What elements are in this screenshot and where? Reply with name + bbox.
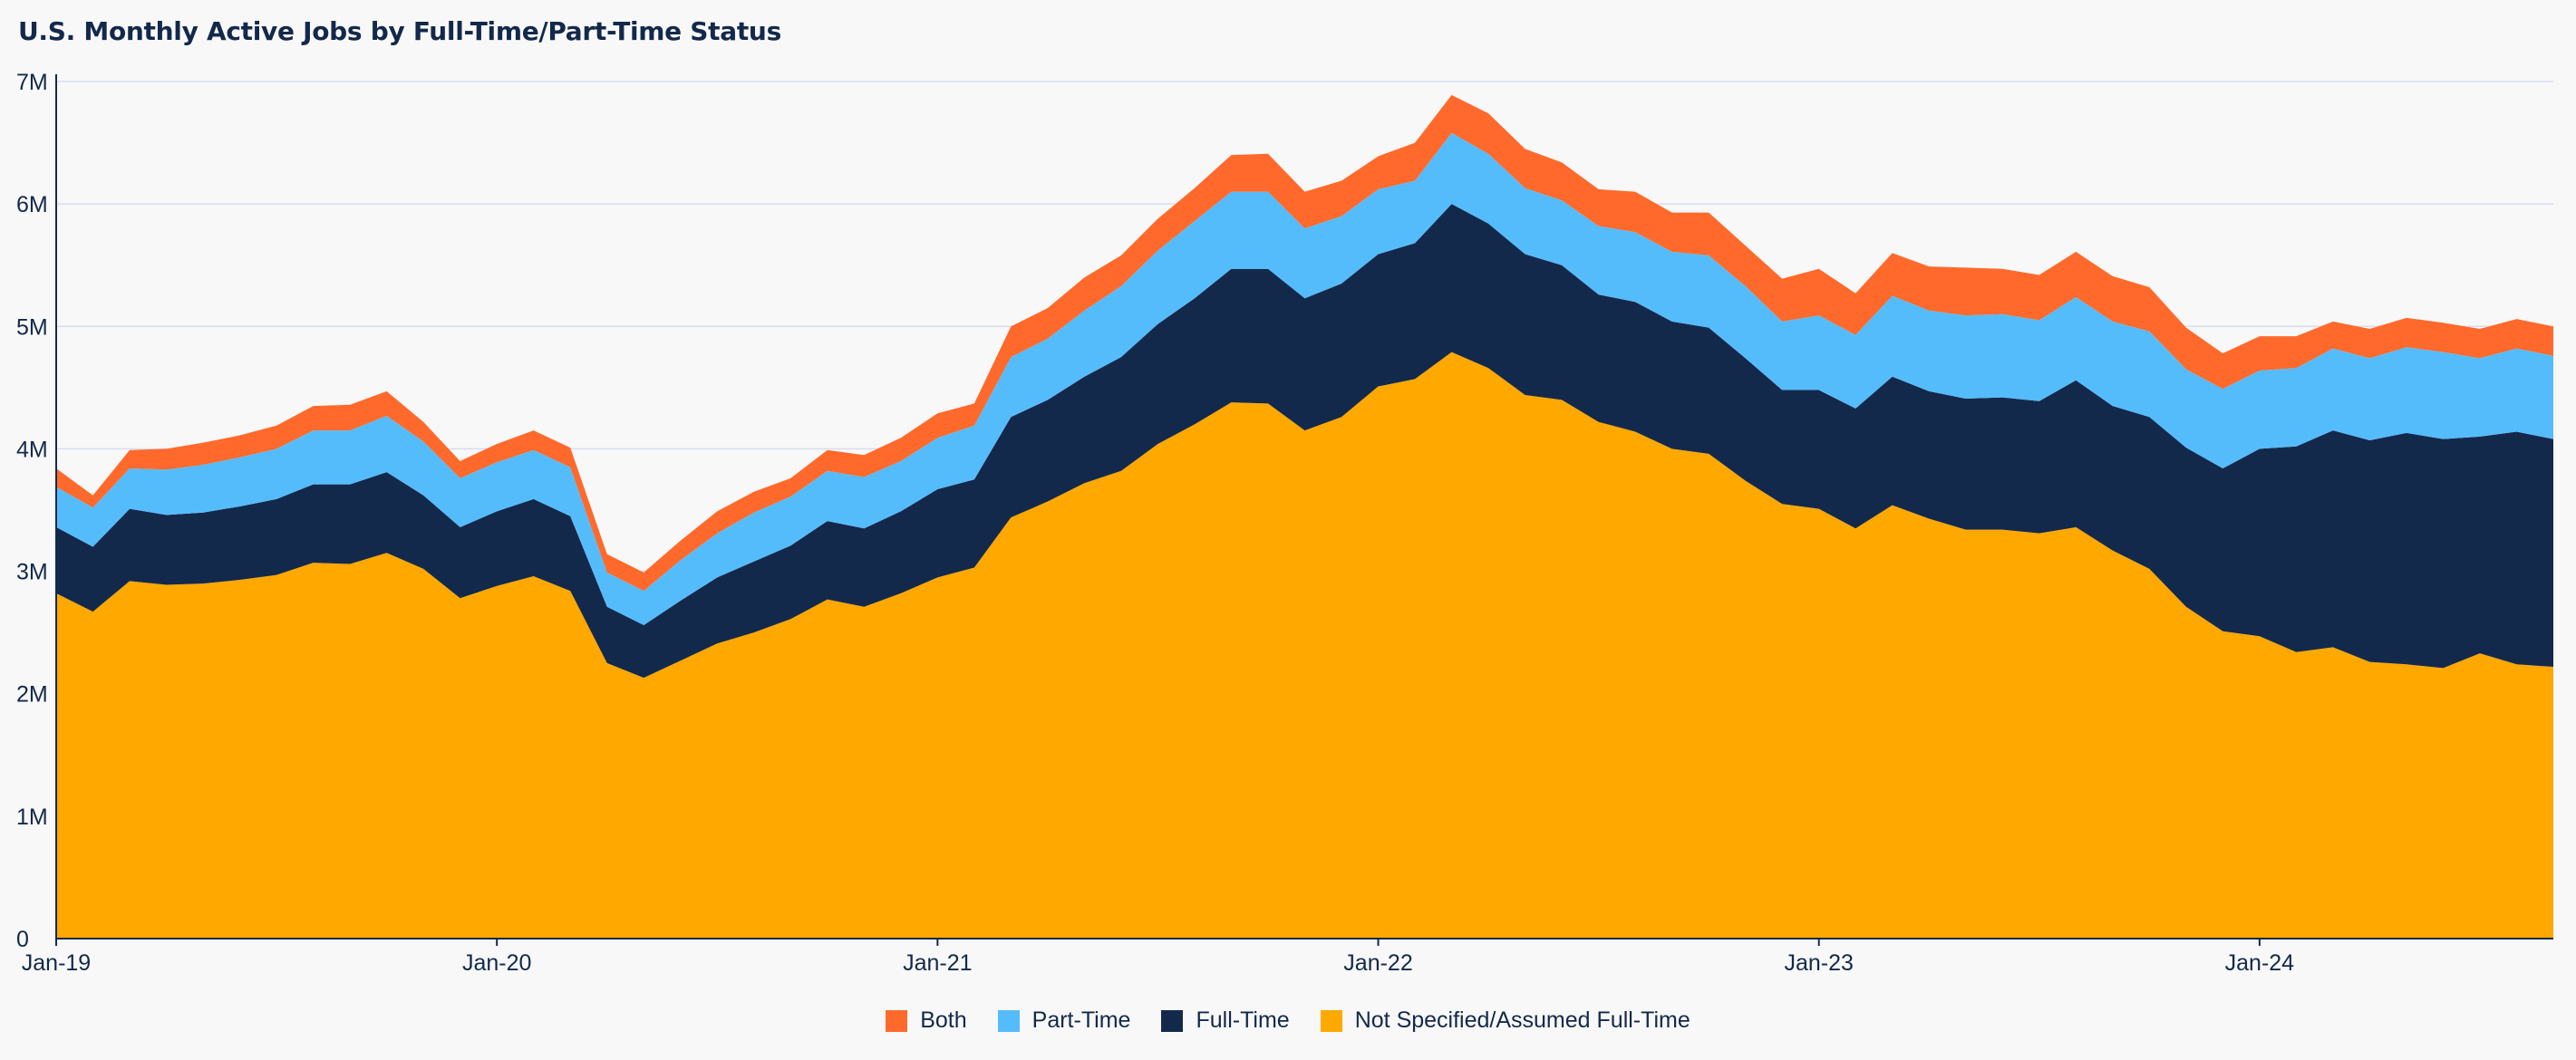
y-tick-label: 4M — [16, 437, 48, 462]
legend-swatch — [886, 1009, 908, 1032]
legend-swatch — [1161, 1009, 1184, 1032]
legend: Both Part-Time Full-Time Not Specified/Assu… — [0, 1007, 2576, 1034]
legend-item: Part-Time — [997, 1007, 1131, 1034]
area-series-3 — [56, 94, 2553, 592]
area-series-0 — [56, 352, 2553, 939]
x-tick-label: Jan-21 — [903, 950, 972, 976]
chart-title: U.S. Monthly Active Jobs by Full-Time/Pa… — [18, 16, 781, 46]
y-tick-label: 7M — [16, 70, 48, 95]
x-tick-labels: Jan-19 Jan-20 Jan-21 Jan-22 Jan-23 Jan-24 — [22, 939, 2294, 976]
area-series — [56, 94, 2553, 939]
legend-swatch — [1320, 1009, 1342, 1032]
y-tick-label: 5M — [16, 314, 48, 340]
y-tick-labels: 0 1M 2M 3M 4M 5M 6M 7M — [16, 70, 48, 952]
area-series-1 — [56, 204, 2553, 679]
legend-swatch — [997, 1009, 1020, 1032]
x-tick-label: Jan-20 — [462, 950, 531, 976]
x-tick-label: Jan-24 — [2225, 950, 2295, 976]
legend-label: Not Specified/Assumed Full-Time — [1354, 1007, 1690, 1033]
legend-item: Not Specified/Assumed Full-Time — [1320, 1007, 1690, 1034]
axes — [55, 74, 2553, 940]
y-tick-label: 0 — [16, 927, 29, 952]
legend-item: Both — [886, 1007, 967, 1034]
y-tick-label: 3M — [16, 560, 48, 585]
area-series-2 — [56, 132, 2553, 626]
legend-label: Both — [920, 1007, 967, 1033]
x-tick-label: Jan-23 — [1784, 950, 1853, 976]
legend-item: Full-Time — [1161, 1007, 1290, 1034]
x-tick-label: Jan-22 — [1343, 950, 1412, 976]
legend-label: Part-Time — [1031, 1007, 1131, 1033]
x-tick-label: Jan-19 — [22, 950, 91, 976]
y-tick-label: 1M — [16, 805, 48, 830]
y-tick-label: 6M — [16, 192, 48, 217]
y-tick-label: 2M — [16, 682, 48, 708]
legend-label: Full-Time — [1196, 1007, 1290, 1033]
